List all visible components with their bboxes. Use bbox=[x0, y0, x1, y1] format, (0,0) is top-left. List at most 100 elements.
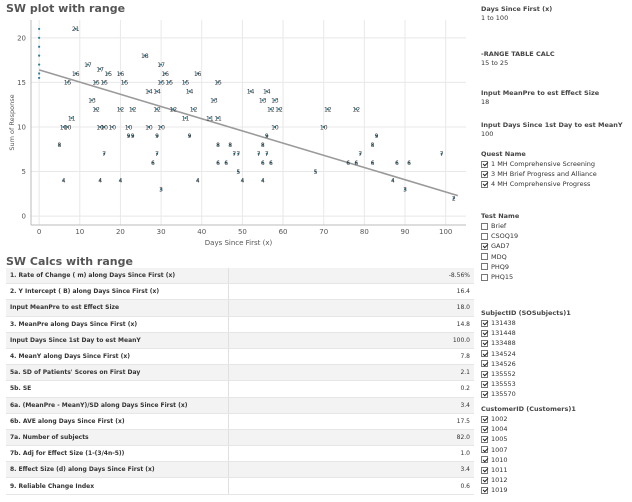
checkbox-item[interactable]: 3 MH Brief Progress and Alliance bbox=[481, 169, 629, 179]
checkbox-item[interactable]: 134524 bbox=[481, 349, 629, 359]
point-label: 10 bbox=[157, 124, 165, 131]
checkbox-checked[interactable] bbox=[481, 446, 488, 454]
filter-days-since-first[interactable]: Days Since First (x) 1 to 100 bbox=[481, 5, 629, 22]
filter-subject-id: SubjectID (SOSubjects)1 131438 131448 1334… bbox=[481, 309, 629, 400]
point-label: 4 bbox=[119, 178, 123, 185]
checkbox-checked[interactable] bbox=[481, 329, 488, 337]
checkbox-unchecked[interactable] bbox=[481, 232, 488, 240]
checkbox-checked[interactable] bbox=[481, 339, 488, 347]
calc-value: 1.0 bbox=[228, 445, 474, 463]
checkbox-checked[interactable] bbox=[481, 435, 488, 443]
data-point bbox=[159, 81, 163, 84]
data-point bbox=[172, 108, 175, 111]
y-axis-title: Sum of Response bbox=[8, 94, 16, 150]
checkbox-item[interactable]: PHQ9 bbox=[481, 262, 629, 272]
data-point bbox=[127, 125, 130, 129]
checkbox-unchecked[interactable] bbox=[481, 273, 488, 281]
checkbox-item[interactable]: 131448 bbox=[481, 328, 629, 338]
checkbox-checked[interactable] bbox=[481, 160, 488, 168]
checkbox-checked[interactable] bbox=[481, 456, 488, 464]
checkbox-item[interactable]: GAD7 bbox=[481, 241, 629, 251]
checkbox-item[interactable]: 1004 bbox=[481, 424, 629, 434]
checkbox-checked[interactable] bbox=[481, 476, 488, 484]
checkbox-item[interactable]: 4 MH Comprehensive Progress bbox=[481, 179, 629, 189]
checkbox-item[interactable]: 1005 bbox=[481, 434, 629, 444]
point-label: 6 bbox=[371, 160, 375, 167]
checkbox-checked[interactable] bbox=[481, 350, 488, 358]
point-label: 10 bbox=[125, 124, 133, 131]
data-point bbox=[99, 125, 102, 129]
checkbox-item[interactable]: PHQ15 bbox=[481, 272, 629, 282]
checkbox-item[interactable]: 1011 bbox=[481, 465, 629, 475]
calc-row: 6a. (MeanPre - MeanY)/SD along Days Sinc… bbox=[6, 397, 474, 414]
point-label: 4 bbox=[240, 178, 244, 185]
data-point bbox=[38, 76, 41, 80]
point-label: 15 bbox=[92, 80, 100, 87]
point-label: 18 bbox=[141, 53, 149, 60]
filter-header: SubjectID (SOSubjects)1 bbox=[481, 309, 571, 317]
calc-value: 3.4 bbox=[228, 461, 474, 479]
checkbox-item[interactable]: 1 MH Comprehensive Screening bbox=[481, 159, 629, 169]
data-point bbox=[86, 63, 90, 66]
checkbox-item[interactable]: MDQ bbox=[481, 252, 629, 262]
point-label: 3 bbox=[159, 187, 163, 194]
checkbox-item[interactable]: Brief bbox=[481, 221, 629, 231]
data-point bbox=[452, 197, 455, 200]
param-value[interactable]: 18 bbox=[481, 98, 490, 106]
checkbox-item[interactable]: 1007 bbox=[481, 445, 629, 455]
checkbox-unchecked[interactable] bbox=[481, 253, 488, 261]
checkbox-checked[interactable] bbox=[481, 486, 488, 494]
checkbox-item[interactable]: 1010 bbox=[481, 455, 629, 465]
filter-value[interactable]: 1 to 100 bbox=[481, 14, 509, 22]
checkbox-item[interactable]: 1002 bbox=[481, 414, 629, 424]
checkbox-checked[interactable] bbox=[481, 390, 488, 398]
param-value[interactable]: 100 bbox=[481, 130, 494, 138]
checkbox-item[interactable]: 1012 bbox=[481, 475, 629, 485]
data-point bbox=[261, 179, 264, 182]
param-meanpre[interactable]: Input MeanPre to est Effect Size 18 bbox=[481, 89, 629, 106]
checkbox-item[interactable]: 133488 bbox=[481, 338, 629, 348]
checkbox-list: 1 MH Comprehensive Screening 3 MH Brief P… bbox=[481, 159, 629, 190]
calc-value: 0.6 bbox=[228, 477, 474, 495]
checkbox-checked[interactable] bbox=[481, 380, 488, 388]
checkbox-unchecked[interactable] bbox=[481, 263, 488, 271]
checkbox-checked[interactable] bbox=[481, 415, 488, 423]
checkbox-item[interactable]: 1019 bbox=[481, 485, 629, 495]
checkbox-item[interactable]: CSOQ19 bbox=[481, 231, 629, 241]
data-point bbox=[225, 161, 228, 164]
checkbox-checked[interactable] bbox=[481, 242, 488, 250]
point-label: 15 bbox=[64, 80, 72, 87]
checkbox-item[interactable]: 135552 bbox=[481, 369, 629, 379]
checkbox-checked[interactable] bbox=[481, 360, 488, 368]
filter-header: Test Name bbox=[481, 212, 520, 220]
checkbox-checked[interactable] bbox=[481, 180, 488, 188]
point-label: 21 bbox=[72, 26, 80, 33]
checkbox-checked[interactable] bbox=[481, 370, 488, 378]
calc-label: 2. Y Intercept ( B) along Days Since Fir… bbox=[6, 283, 229, 301]
data-point bbox=[127, 134, 130, 137]
checkbox-checked[interactable] bbox=[481, 319, 488, 327]
point-label: 16 bbox=[194, 71, 202, 78]
checkbox-checked[interactable] bbox=[481, 466, 488, 474]
point-label: 3 bbox=[403, 187, 407, 194]
calc-label: 3. MeanPre along Days Since First (x) bbox=[6, 316, 229, 333]
checkbox-checked[interactable] bbox=[481, 170, 488, 178]
param-value[interactable]: 15 to 25 bbox=[481, 59, 509, 67]
point-label: 16 bbox=[161, 71, 169, 78]
point-label: 14 bbox=[145, 89, 153, 96]
checkbox-item[interactable]: 131438 bbox=[481, 318, 629, 328]
scatter-chart[interactable]: 0 5 10 15 20 0 10 20 30 40 50 60 70 80 90 100 Days Since… bbox=[0, 15, 475, 250]
data-point bbox=[265, 90, 268, 93]
data-point bbox=[277, 108, 281, 111]
point-label: 17 bbox=[96, 66, 104, 73]
param-days-meany[interactable]: Input Days Since 1st Day to est MeanY 10… bbox=[481, 121, 629, 138]
checkbox-item[interactable]: 135553 bbox=[481, 379, 629, 389]
param-range-table-calc[interactable]: -RANGE TABLE CALC 15 to 25 bbox=[481, 50, 629, 67]
checkbox-item[interactable]: 134526 bbox=[481, 359, 629, 369]
checkbox-item[interactable]: 135570 bbox=[481, 389, 629, 399]
data-point bbox=[355, 161, 358, 164]
point-label: 10 bbox=[271, 124, 279, 131]
x-tick-label: 70 bbox=[319, 228, 328, 236]
checkbox-unchecked[interactable] bbox=[481, 222, 488, 230]
checkbox-checked[interactable] bbox=[481, 425, 488, 433]
